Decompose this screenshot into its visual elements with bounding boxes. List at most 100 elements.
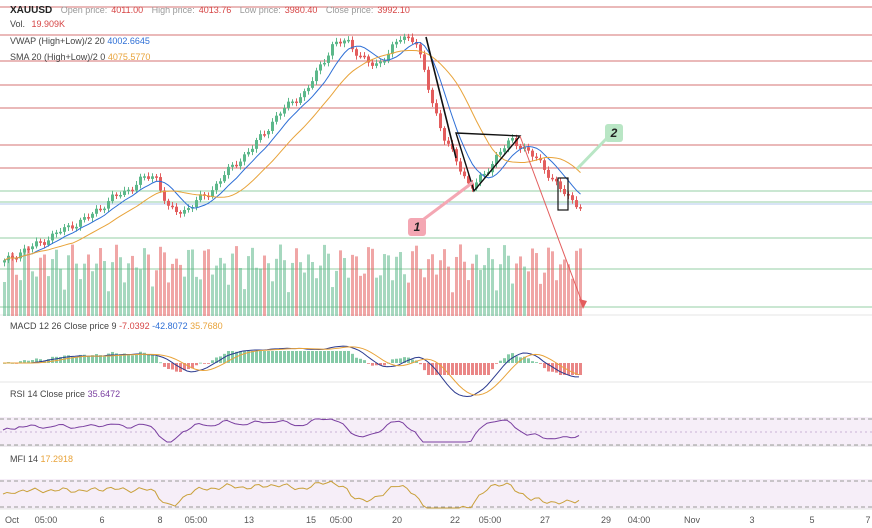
candle (155, 176, 158, 178)
volume-legend: Vol. 19.909K (10, 19, 65, 29)
macd-histogram-bar (295, 351, 298, 363)
volume-bar (87, 254, 90, 316)
candle (343, 40, 346, 44)
candle (367, 56, 370, 63)
candle (443, 128, 446, 141)
macd-histogram-bar (571, 363, 574, 375)
volume-bar (311, 262, 314, 316)
macd-histogram-bar (423, 363, 426, 371)
volume-bar (11, 252, 14, 316)
candle (515, 138, 518, 147)
marker-1-pointer (418, 181, 474, 224)
macd-histogram-bar (271, 351, 274, 363)
macd-value-1: -7.0392 (119, 321, 150, 331)
candle (519, 146, 522, 149)
candle (159, 177, 162, 191)
volume-bar (439, 260, 442, 316)
candle (383, 61, 386, 63)
volume-bar (491, 259, 494, 316)
macd-histogram-bar (107, 353, 110, 363)
macd-histogram-bar (403, 357, 406, 363)
volume-bar (111, 262, 114, 316)
candle (47, 240, 50, 245)
volume-bar (7, 256, 10, 316)
macd-histogram-bar (251, 351, 254, 363)
candle (263, 134, 266, 136)
rsi-value: 35.6472 (87, 389, 121, 399)
volume-bar (75, 263, 78, 316)
volume-bar (335, 270, 338, 316)
macd-histogram-bar (555, 363, 558, 373)
volume-bar (119, 257, 122, 316)
candle (375, 63, 378, 66)
candle (111, 194, 114, 202)
candle (411, 37, 414, 43)
marker-1[interactable]: 1 (408, 218, 426, 236)
macd-histogram-bar (239, 351, 242, 363)
candle (347, 39, 350, 42)
volume-bar (263, 255, 266, 316)
candle (215, 183, 218, 191)
candle (99, 208, 102, 211)
volume-bar (19, 280, 22, 316)
candle (179, 212, 182, 214)
volume-bar (487, 247, 490, 316)
volume-bar (303, 272, 306, 316)
volume-bar (543, 272, 546, 316)
candle (147, 176, 150, 179)
volume-bar (131, 255, 134, 316)
candle (175, 206, 178, 213)
vol-value: 19.909K (31, 19, 66, 29)
candle (211, 190, 214, 197)
candle (247, 151, 250, 155)
candle (351, 39, 354, 50)
volume-bar (299, 262, 302, 316)
candle (143, 176, 146, 178)
candle (231, 164, 234, 167)
macd-histogram-bar (39, 359, 42, 363)
candle (475, 182, 478, 189)
x-tick-label: 05:00 (184, 515, 208, 525)
volume-bar (155, 270, 158, 316)
volume-bar (223, 263, 226, 316)
volume-bar (115, 244, 118, 316)
marker-2[interactable]: 2 (605, 124, 623, 142)
macd-histogram-bar (267, 351, 270, 363)
close-label: Close price: (325, 5, 374, 15)
candle (43, 242, 46, 245)
volume-bar (323, 244, 326, 316)
candle (415, 42, 418, 45)
candle (307, 87, 310, 92)
candle (83, 217, 86, 220)
volume-bar (427, 259, 430, 316)
volume-bar (399, 252, 402, 316)
candle (531, 150, 534, 157)
volume-bar (319, 265, 322, 316)
close-value: 3992.10 (377, 5, 410, 15)
candle (75, 226, 78, 229)
volume-bar (459, 244, 462, 316)
low-label: Low price: (239, 5, 281, 15)
macd-histogram-bar (31, 360, 34, 363)
macd-histogram-bar (99, 355, 102, 363)
macd-histogram-bar (507, 354, 510, 363)
macd-histogram-bar (355, 357, 358, 363)
volume-bar (307, 254, 310, 316)
macd-histogram-bar (247, 351, 250, 363)
candle (63, 227, 66, 232)
candle (23, 248, 26, 253)
projection-arrow-head (579, 299, 587, 309)
macd-histogram-bar (263, 351, 266, 363)
macd-histogram-bar (471, 363, 474, 375)
volume-bar (371, 248, 374, 316)
macd-histogram-bar (91, 355, 94, 363)
macd-histogram-bar (195, 363, 198, 366)
volume-bar (259, 268, 262, 316)
mfi-band (0, 479, 872, 509)
candle (107, 201, 110, 209)
macd-histogram-bar (51, 356, 54, 363)
macd-histogram-bar (207, 363, 210, 364)
volume-bar (39, 257, 42, 316)
mfi-line (2, 480, 580, 509)
